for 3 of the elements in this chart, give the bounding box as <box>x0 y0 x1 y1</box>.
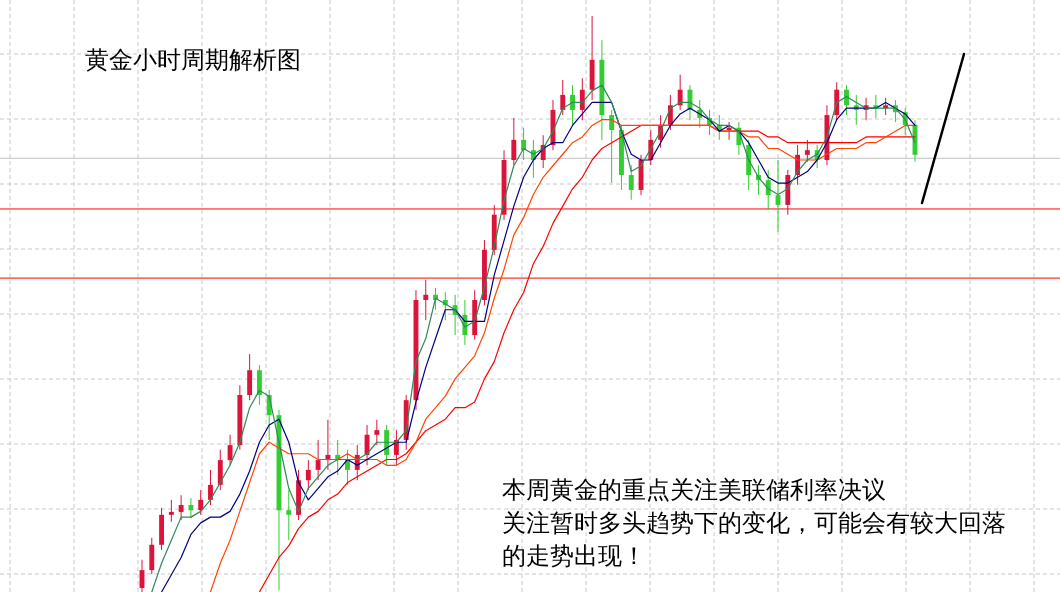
annotation: 关注暂时多头趋势下的变化，可能会有较大回落的走势出现！ <box>502 509 1006 569</box>
text: 黄金小时周期解析图 <box>85 46 301 73</box>
annotation: 本周黄金的重点关注美联储利率决议 <box>502 476 886 503</box>
